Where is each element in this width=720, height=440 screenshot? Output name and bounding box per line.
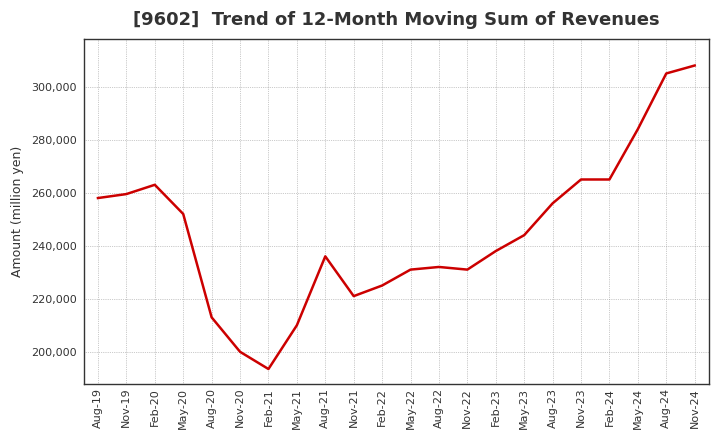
- Y-axis label: Amount (million yen): Amount (million yen): [11, 146, 24, 277]
- Title: [9602]  Trend of 12-Month Moving Sum of Revenues: [9602] Trend of 12-Month Moving Sum of R…: [133, 11, 660, 29]
